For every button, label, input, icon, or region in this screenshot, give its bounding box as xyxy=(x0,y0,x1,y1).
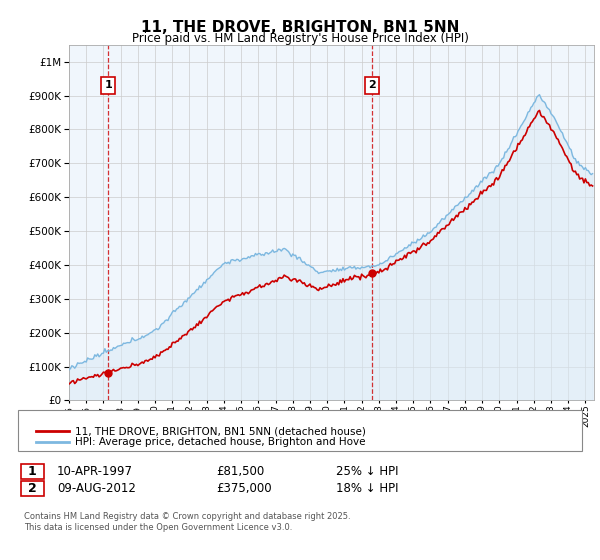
Text: 1: 1 xyxy=(104,81,112,91)
Text: Price paid vs. HM Land Registry's House Price Index (HPI): Price paid vs. HM Land Registry's House … xyxy=(131,32,469,45)
Text: 10-APR-1997: 10-APR-1997 xyxy=(57,465,133,478)
Text: 25% ↓ HPI: 25% ↓ HPI xyxy=(336,465,398,478)
Text: 11, THE DROVE, BRIGHTON, BN1 5NN (detached house): 11, THE DROVE, BRIGHTON, BN1 5NN (detach… xyxy=(75,426,366,436)
Text: Contains HM Land Registry data © Crown copyright and database right 2025.
This d: Contains HM Land Registry data © Crown c… xyxy=(24,512,350,532)
Text: £375,000: £375,000 xyxy=(216,482,272,495)
Text: 09-AUG-2012: 09-AUG-2012 xyxy=(57,482,136,495)
Text: HPI: Average price, detached house, Brighton and Hove: HPI: Average price, detached house, Brig… xyxy=(75,437,365,447)
Text: 18% ↓ HPI: 18% ↓ HPI xyxy=(336,482,398,495)
Text: 2: 2 xyxy=(368,81,376,91)
Text: 11, THE DROVE, BRIGHTON, BN1 5NN: 11, THE DROVE, BRIGHTON, BN1 5NN xyxy=(141,20,459,35)
Text: 1: 1 xyxy=(28,465,37,478)
Text: 2: 2 xyxy=(28,482,37,495)
Text: £81,500: £81,500 xyxy=(216,465,264,478)
